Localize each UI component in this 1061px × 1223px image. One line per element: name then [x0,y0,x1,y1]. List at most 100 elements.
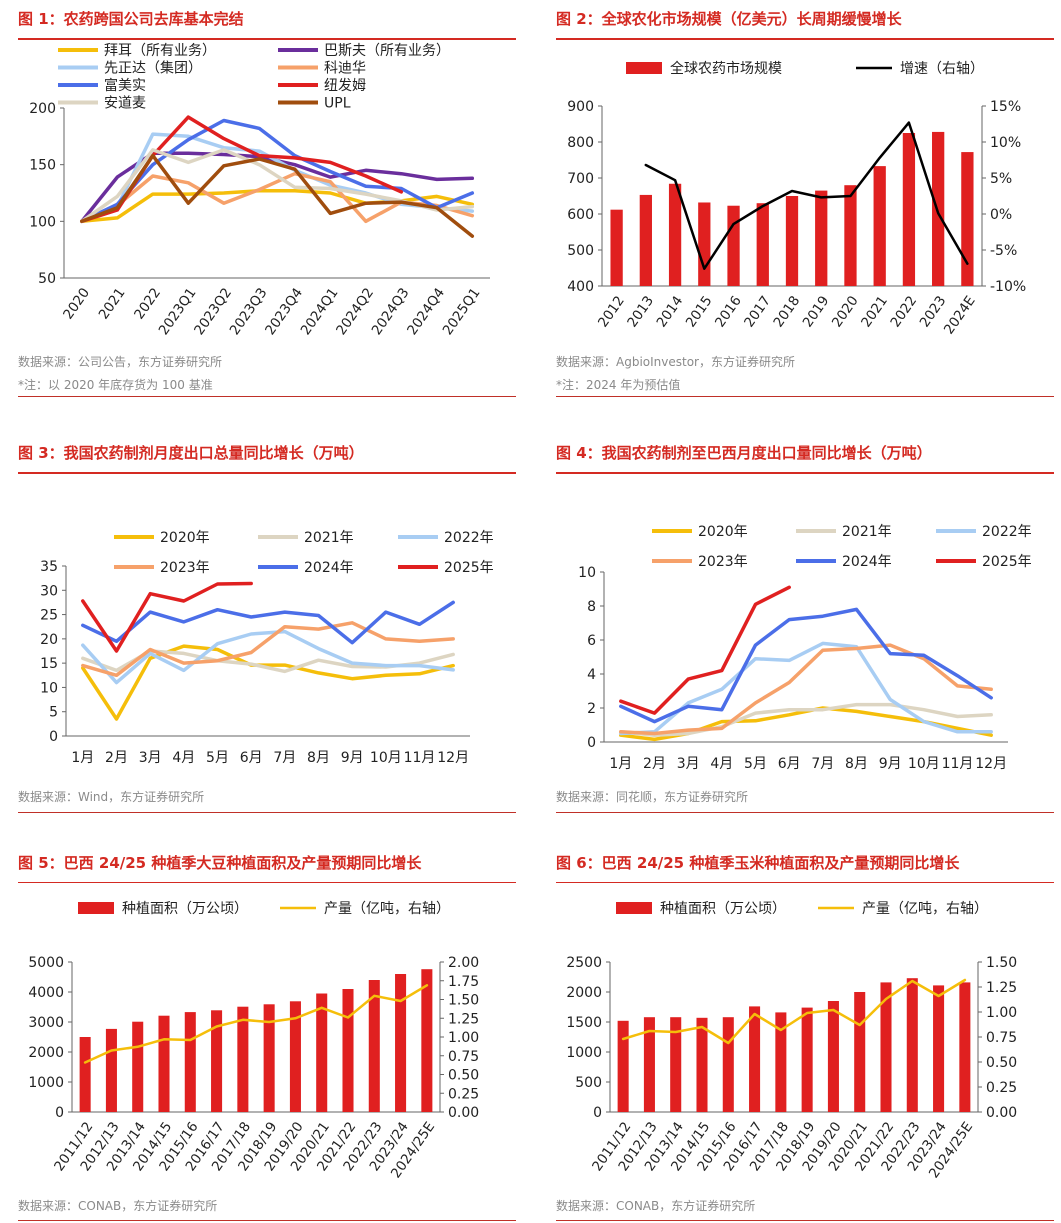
chart-3-svg: 0 5 10 15 20 25 30 35 1月 2月 3月 4月 5月 6月 7月 8月 9月 10月 11月 12… [40,530,494,766]
y-tick-label: 500 [567,243,594,259]
legend-label: 产量（亿吨，右轴） [324,901,450,917]
bar [368,980,380,1112]
y-tick-label: 2500 [566,955,602,971]
bar [643,1017,655,1112]
y2-tick-label: 2.00 [448,955,479,971]
panel-bottom-rule [556,1220,1054,1221]
x-tick-label: 12月 [975,756,1007,772]
title-rule [556,882,1054,883]
bar [696,1017,708,1112]
y-tick-label: 500 [575,1075,602,1091]
y2-tick-label: 10% [990,135,1021,151]
legend-label: 纽发姆 [324,78,366,94]
bar [756,203,769,286]
x-tick-label: 3月 [139,750,162,766]
legend-label: 2022年 [444,530,494,546]
chart-6-svg: 0 500 1000 1500 2000 2500 0.00 0.25 0.50 0.75 1.00… [566,901,1017,1181]
y2-tick-label: 0.25 [448,1086,479,1102]
y-tick-label: 400 [567,279,594,295]
bar [815,190,828,286]
legend-swatch [616,902,652,914]
x-tick-label: 8月 [307,750,330,766]
series-line [619,607,993,724]
y2-tick-label: -10% [990,279,1026,295]
y-tick-label: 1000 [566,1045,602,1061]
y2-tick-label: 0% [990,207,1012,223]
legend-label: 2023年 [698,554,748,570]
y-tick-label: 10 [40,680,58,696]
legend-label: 产量（亿吨，右轴） [862,901,988,917]
panel-bottom-rule [18,1220,516,1221]
x-tick-label: 1月 [609,756,632,772]
legend-label: 全球农药市场规模 [670,60,782,77]
bar [263,1004,275,1112]
y-tick-label: 5000 [28,955,64,971]
legend-label: 2024年 [842,554,892,570]
y-tick-label: 15 [40,656,58,672]
y2-tick-label: 0.75 [986,1030,1017,1046]
panel-bottom-rule [556,396,1054,397]
x-tick-label: 2021 [858,293,891,330]
legend-swatch [626,62,662,74]
y-tick-label: 200 [29,101,56,117]
series-line [81,621,455,678]
y2-tick-label: 1.50 [986,955,1017,971]
chart-title: 图 6：巴西 24/25 种植季玉米种植面积及产量预期同比增长 [556,854,960,872]
x-tick-label: 2018 [770,293,803,330]
y-tick-label: 8 [587,599,596,615]
y2-tick-label: 15% [990,99,1021,115]
y-tick-label: 0 [55,1105,64,1121]
chart-note: *注：以 2020 年底存货为 100 基准 [18,378,213,392]
x-tick-label: 1月 [71,750,94,766]
chart-panel-5: 图 5：巴西 24/25 种植季大豆种植面积及产量预期同比增长 0 1000 200… [18,850,516,1222]
legend-label: 拜耳（所有业务） [104,43,216,59]
y-tick-label: 1500 [566,1015,602,1031]
chart-source: 数据来源：同花顺，东方证券研究所 [556,790,749,804]
y2-tick-label: 1.25 [986,980,1017,996]
chart-source: 数据来源：公司公告，东方证券研究所 [18,355,223,369]
bar [902,133,916,286]
series-line [619,641,993,736]
x-tick-label: 2014 [654,293,687,330]
bar [749,1006,761,1112]
legend-label: 2024年 [304,560,354,576]
x-tick-label: 5月 [744,756,767,772]
chart-4-svg: 0 2 4 6 8 10 1月 2月 3月 4月 5月 6月 7月 8月 9月 10月 11月 12月 2020年 2… [578,524,1031,772]
legend-label: 先正达（集团） [104,60,202,77]
title-rule [556,472,1054,474]
x-tick-label: 2月 [643,756,666,772]
x-tick-label: 9月 [879,756,902,772]
bar [289,1001,301,1112]
chart-source: 数据来源：CONAB，东方证券研究所 [18,1199,218,1213]
y2-tick-label: 0.50 [448,1068,479,1084]
legend-label: 科迪华 [324,61,366,77]
bar [785,196,799,286]
x-tick-label: 4月 [172,750,195,766]
y-tick-label: 0 [587,735,596,751]
chart-panel-1: 图 1：农药跨国公司去库基本完结 50 100 150 200 2020 2021 2022… [18,6,516,398]
bar [79,1037,91,1112]
x-tick-label: 2022 [131,285,164,322]
y2-tick-label: -5% [990,243,1017,259]
y-tick-label: 700 [567,171,594,187]
y2-tick-label: 1.00 [986,1005,1017,1021]
bar [722,1017,734,1112]
x-tick-label: 5月 [206,750,229,766]
y2-tick-label: 0.25 [986,1080,1017,1096]
series-line [619,585,791,715]
x-tick-label: 11月 [404,750,436,766]
chart-source: 数据来源：CONAB，东方证券研究所 [556,1199,756,1213]
bar [132,1021,144,1112]
chart-title: 图 1：农药跨国公司去库基本完结 [18,10,244,28]
legend-label: 富美实 [104,77,146,94]
y-tick-label: 2000 [28,1045,64,1061]
y2-tick-label: 0.00 [448,1105,479,1121]
title-rule [18,472,516,474]
legend-label: 增速（右轴） [900,61,984,77]
chart-panel-6: 图 6：巴西 24/25 种植季玉米种植面积及产量预期同比增长 0 500 1000… [556,850,1054,1222]
bar [211,1010,223,1112]
bar [727,205,740,286]
x-tick-label: 2022 [887,293,920,330]
series-line [81,629,455,685]
x-tick-label: 6月 [778,756,801,772]
